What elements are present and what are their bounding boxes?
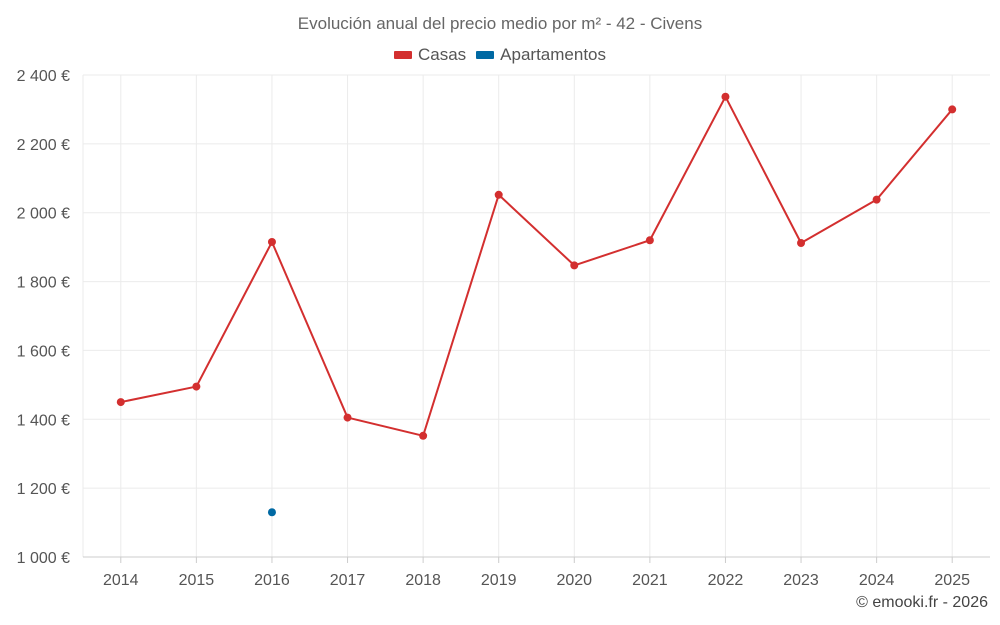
legend-swatch-apartamentos — [476, 51, 495, 59]
legend-item-casas[interactable]: Casas — [393, 45, 467, 65]
data-point-casas — [872, 195, 881, 204]
x-tick-label: 2017 — [330, 572, 366, 589]
chart-title: Evolución anual del precio medio por m² … — [297, 14, 703, 33]
x-tick-label: 2021 — [632, 572, 668, 589]
y-tick-label: 1 600 € — [17, 343, 70, 360]
x-tick-label: 2018 — [405, 572, 441, 589]
x-tick-label: 2015 — [179, 572, 215, 589]
data-point-casas — [267, 237, 276, 246]
x-tick-label: 2020 — [556, 572, 592, 589]
y-tick-label: 1 000 € — [17, 550, 70, 567]
legend-item-apartamentos[interactable]: Apartamentos — [476, 45, 606, 65]
legend-swatch-casas — [393, 51, 412, 59]
x-tick-label: 2025 — [934, 572, 970, 589]
legend-label-casas: Casas — [417, 45, 467, 64]
data-point-casas — [419, 431, 428, 440]
y-tick-label: 2 000 € — [17, 206, 70, 223]
y-tick-label: 2 200 € — [17, 137, 70, 154]
x-tick-label: 2014 — [103, 572, 139, 589]
data-point-casas — [797, 239, 806, 248]
x-tick-label: 2023 — [783, 572, 819, 589]
data-point-casas — [116, 398, 125, 407]
y-tick-label: 1 800 € — [17, 275, 70, 292]
chart-legend: Casas Apartamentos — [0, 45, 1000, 65]
copyright-credit: © emooki.fr - 2026 — [856, 594, 988, 611]
data-point-casas — [494, 190, 503, 199]
x-tick-label: 2022 — [708, 572, 744, 589]
data-point-casas — [343, 413, 352, 422]
data-point-casas — [192, 382, 201, 391]
y-tick-label: 1 200 € — [17, 481, 70, 498]
data-point-casas — [645, 236, 654, 245]
data-point-casas — [570, 261, 579, 270]
x-tick-label: 2024 — [859, 572, 895, 589]
data-point-apartamentos — [267, 508, 276, 517]
data-point-casas — [948, 105, 957, 114]
y-tick-label: 1 400 € — [17, 412, 70, 429]
x-tick-label: 2016 — [254, 572, 290, 589]
legend-label-apartamentos: Apartamentos — [500, 45, 607, 64]
x-tick-label: 2019 — [481, 572, 517, 589]
y-tick-label: 2 400 € — [17, 68, 70, 85]
series-line-casas — [120, 95, 953, 437]
data-point-casas — [721, 92, 730, 101]
